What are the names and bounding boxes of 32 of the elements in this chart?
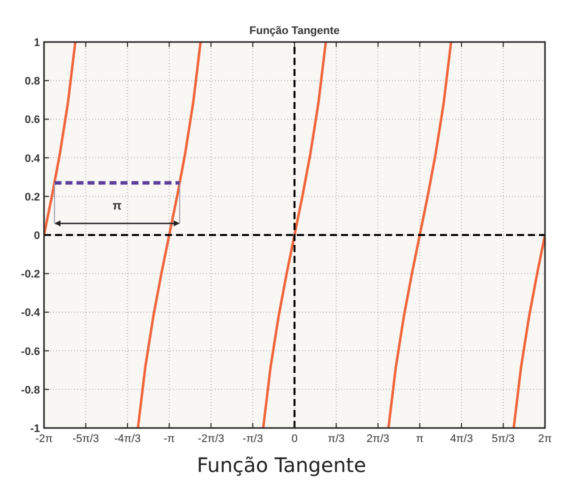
y-tick-label: 0.4	[24, 152, 41, 165]
line-series	[387, 42, 452, 428]
line-series	[44, 42, 77, 236]
y-tick-label: -0.8	[21, 384, 40, 396]
y-tick-label: 0	[34, 230, 40, 242]
y-tick-label: -0.2	[21, 268, 40, 281]
x-tick-label: -2π/3	[198, 433, 224, 445]
text: Função Tangente	[196, 453, 366, 477]
y-tick-label: 0.6	[24, 114, 40, 126]
x-tick-label: π/3	[328, 433, 345, 445]
x-tick-label: 0	[291, 433, 298, 445]
y-tick-label: -0.4	[21, 307, 41, 320]
x-tick-label: -π/3	[242, 433, 263, 445]
x-tick-label: -5π/3	[72, 433, 100, 445]
line-series	[512, 234, 545, 428]
x-tick-label: 2π/3	[366, 433, 390, 445]
x-tick-label: 4π/3	[450, 433, 473, 445]
y-tick-label: 0.8	[24, 76, 40, 88]
y-tick-label: -1	[30, 423, 40, 435]
x-tick-label: 5π/3	[492, 433, 515, 445]
x-tick-label: -2π	[35, 433, 54, 445]
y-tick-label: -0.6	[21, 346, 40, 358]
y-tick-label: 1	[34, 37, 40, 49]
y-tick-label: 0.2	[24, 191, 40, 204]
line-series	[262, 42, 328, 428]
x-tick-label: 2π	[538, 433, 552, 445]
x-tick-label: -π	[164, 433, 176, 445]
annotation: π	[112, 198, 122, 212]
chart-title: Função Tangente	[249, 25, 340, 37]
line-series	[136, 42, 202, 428]
x-tick-label: -4π/3	[114, 433, 141, 445]
x-tick-label: π	[416, 433, 424, 445]
